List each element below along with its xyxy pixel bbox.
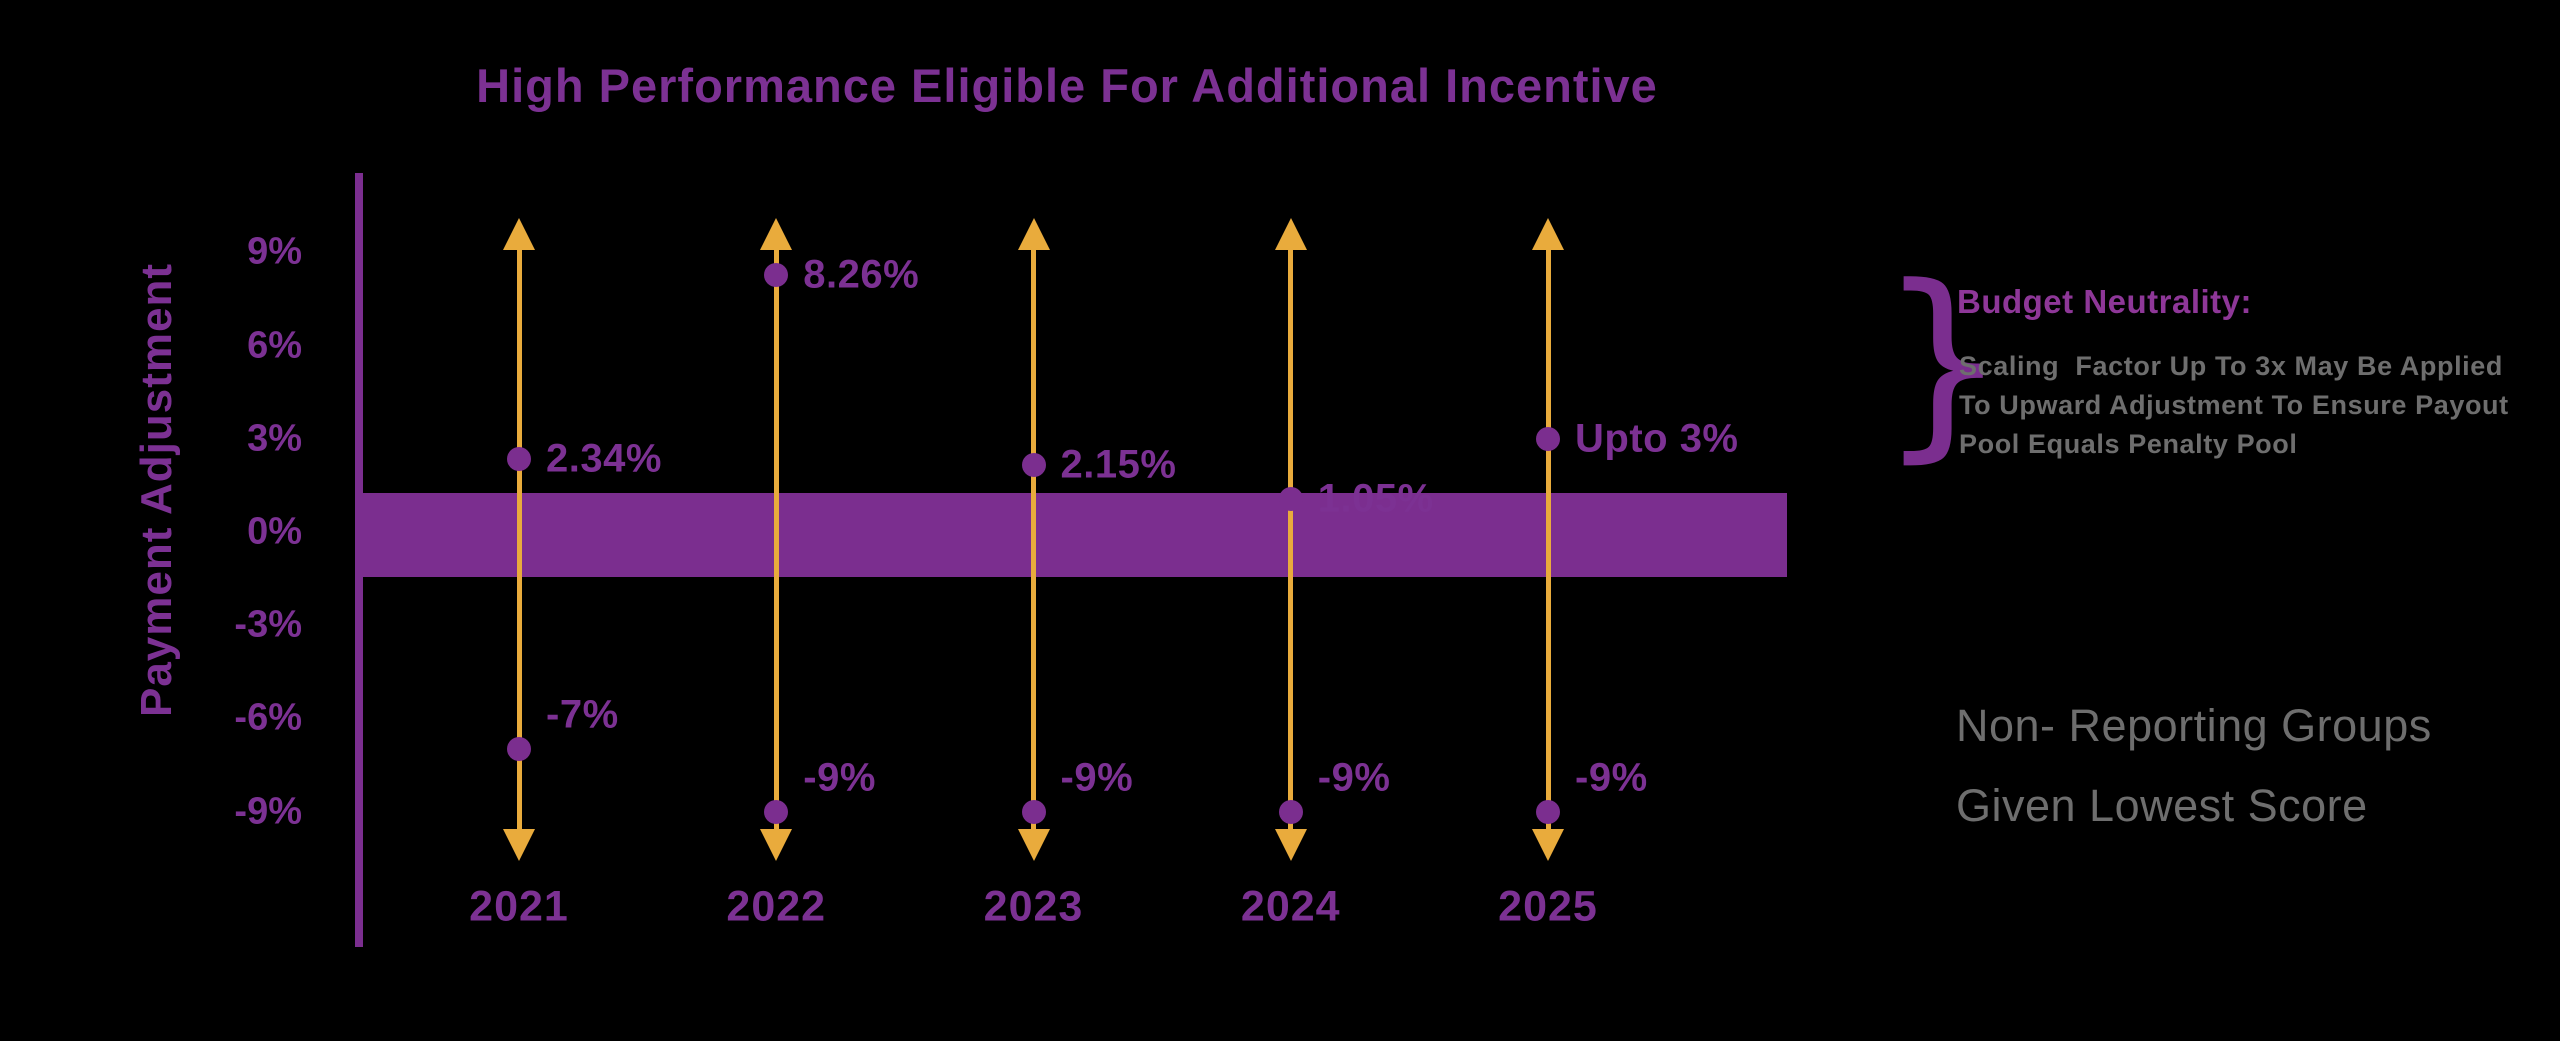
x-axis-year-label: 2021: [469, 882, 569, 931]
data-point-label: 1.05%: [1317, 476, 1434, 521]
x-axis-year-label: 2025: [1498, 882, 1598, 931]
data-point-dot: [1021, 799, 1046, 824]
y-axis-tick: -9%: [234, 790, 302, 833]
chart-title: High Performance Eligible For Additional…: [476, 59, 1658, 112]
y-axis-tick: 6%: [247, 324, 302, 367]
x-axis-year-label: 2023: [983, 882, 1084, 931]
arrow-line: [1288, 244, 1294, 836]
y-axis-title: Payment Adjustment: [132, 262, 181, 718]
data-point-label: -9%: [1317, 755, 1391, 800]
budget-neutrality-text: Scaling Factor Up To 3x May Be Applied T…: [1959, 351, 2509, 459]
data-point-dot: [507, 737, 531, 762]
y-axis-tick: -6%: [234, 696, 302, 739]
arrow-down-icon: [760, 829, 793, 862]
arrow-down-icon: [1274, 829, 1307, 862]
data-point-label: Upto 3%: [1575, 416, 1739, 461]
arrow-line: [1031, 244, 1036, 836]
data-point-dot: [764, 263, 789, 288]
data-point-label: 2.15%: [1060, 442, 1177, 487]
arrow-up-icon: [503, 218, 535, 251]
data-point-label: -9%: [1575, 755, 1648, 800]
y-axis-tick: 9%: [247, 230, 302, 273]
arrow-line: [516, 244, 522, 836]
data-point-label: 2.34%: [546, 436, 662, 481]
arrow-up-icon: [1274, 218, 1307, 251]
arrow-down-icon: [1532, 829, 1564, 862]
non-reporting-note: Non- Reporting Groups Given Lowest Score: [1956, 700, 2432, 831]
data-point-label: -9%: [803, 755, 876, 800]
arrow-up-icon: [1017, 218, 1050, 251]
data-point-label: 8.26%: [803, 252, 920, 297]
budget-neutrality-title: Budget Neutrality:: [1957, 283, 2253, 320]
data-point-label: -7%: [546, 692, 619, 737]
data-point-dot: [1536, 799, 1560, 824]
y-axis-tick: 3%: [247, 417, 302, 460]
x-axis-year-label: 2024: [1240, 882, 1341, 931]
y-axis-tick: -3%: [234, 603, 302, 646]
data-point-dot: [1278, 799, 1303, 824]
arrow-down-icon: [503, 829, 535, 862]
arrow-up-icon: [760, 218, 793, 251]
data-point-dot: [507, 447, 531, 472]
neutral-zone-band: [358, 493, 1787, 578]
brace-icon: }: [1878, 243, 2009, 481]
arrow-down-icon: [1017, 829, 1050, 862]
y-axis-tick: 0%: [247, 510, 302, 553]
data-point-dot: [1021, 453, 1046, 478]
data-point-dot: [1536, 426, 1560, 451]
data-point-dot: [1278, 487, 1303, 512]
arrow-up-icon: [1532, 218, 1564, 251]
data-point-dot: [764, 799, 789, 824]
arrow-line: [773, 244, 779, 836]
x-axis-year-label: 2022: [726, 882, 827, 931]
data-point-label: -9%: [1060, 755, 1134, 800]
arrow-line: [1545, 244, 1551, 836]
